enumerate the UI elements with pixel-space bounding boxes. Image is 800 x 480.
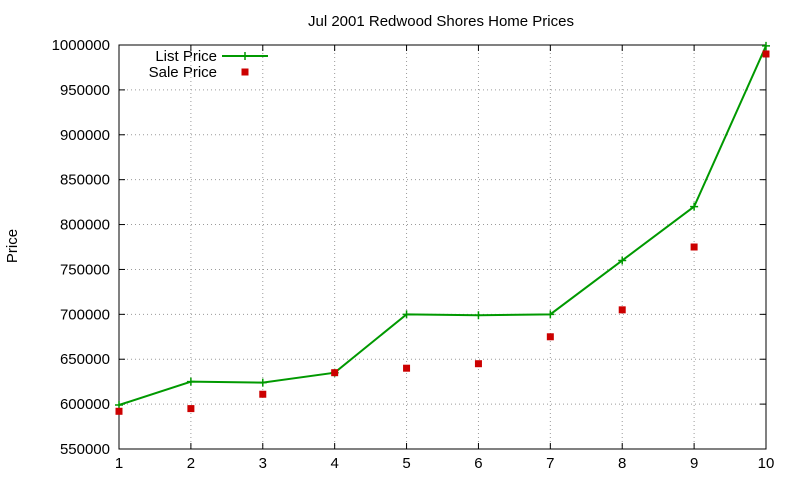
legend-label: List Price — [155, 48, 217, 65]
y-axis-label: Price — [4, 229, 21, 263]
x-tick-label: 8 — [618, 455, 626, 472]
sale-price-point — [474, 360, 482, 368]
y-tick-label: 1000000 — [52, 37, 110, 54]
sale-price-point — [618, 306, 626, 314]
sale-price-point — [331, 369, 339, 377]
y-tick-label: 900000 — [60, 127, 110, 144]
x-tick-label: 9 — [690, 455, 698, 472]
x-tick-label: 10 — [758, 455, 775, 472]
x-tick-label: 5 — [402, 455, 410, 472]
y-tick-label: 850000 — [60, 172, 110, 189]
y-tick-label: 950000 — [60, 82, 110, 99]
legend-label: Sale Price — [149, 64, 217, 81]
y-tick-label: 700000 — [60, 306, 110, 323]
y-tick-label: 750000 — [60, 261, 110, 278]
list-price-point — [402, 310, 411, 319]
list-price-point — [618, 256, 627, 265]
y-tick-label: 800000 — [60, 217, 110, 234]
sale-price-point — [403, 364, 411, 372]
sale-price-point — [546, 333, 554, 341]
list-price-line — [118, 45, 767, 406]
list-price-point — [546, 310, 555, 319]
x-tick-label: 2 — [187, 455, 195, 472]
grid — [119, 45, 766, 449]
plot-frame — [118, 44, 767, 450]
list-price-point — [186, 377, 195, 386]
x-tick-label: 1 — [115, 455, 123, 472]
legend-square-marker — [241, 68, 249, 76]
sale-price-point — [690, 243, 698, 251]
list-price-point — [762, 41, 770, 50]
list-price-point — [474, 311, 483, 320]
sale-price-point — [762, 50, 770, 58]
x-tick-label: 7 — [546, 455, 554, 472]
x-tick-label: 3 — [259, 455, 267, 472]
sale-price-point — [259, 390, 267, 398]
list-price-point — [690, 202, 699, 211]
x-tick-label: 4 — [330, 455, 338, 472]
sale-price-point — [115, 407, 123, 415]
list-price-point — [258, 378, 267, 387]
legend-plus-marker — [241, 52, 249, 60]
sale-price-point — [187, 405, 195, 413]
series-layer — [115, 41, 770, 415]
y-tick-label: 550000 — [60, 441, 110, 458]
chart-title: Jul 2001 Redwood Shores Home Prices — [308, 13, 574, 30]
axes: 550000 600000 650000 700000 750000 800000 8500… — [52, 37, 775, 472]
y-tick-label: 650000 — [60, 351, 110, 368]
y-tick-label: 600000 — [60, 396, 110, 413]
list-price-point — [115, 401, 123, 410]
x-tick-label: 6 — [474, 455, 482, 472]
